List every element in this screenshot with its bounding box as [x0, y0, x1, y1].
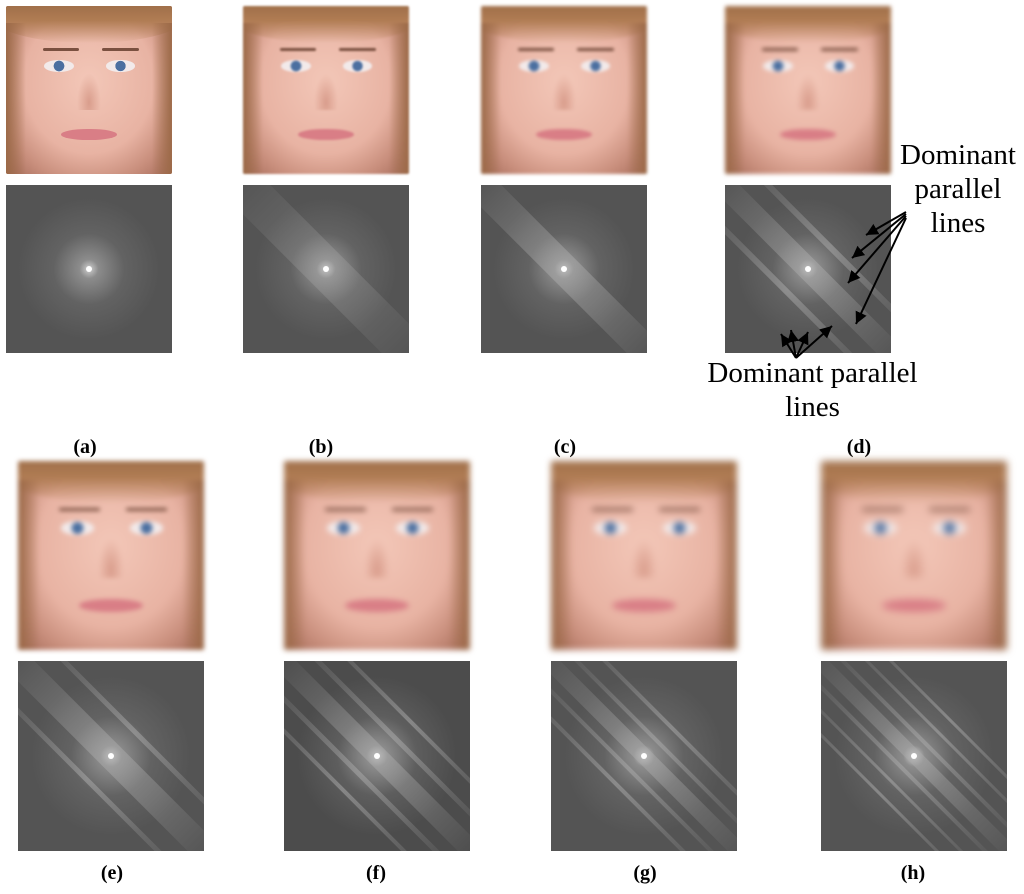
panel-label-h: (h)	[900, 862, 926, 884]
face-image-g	[551, 461, 737, 650]
annotation-right-line3: lines	[930, 207, 986, 239]
spectrum-image-a	[6, 185, 172, 353]
spectrum-image-h	[821, 661, 1007, 851]
panel-label-d: (d)	[846, 436, 872, 458]
annotation-bottom-line1: Dominant parallel	[707, 357, 918, 389]
panel-label-e: (e)	[100, 862, 124, 884]
face-image-h	[821, 461, 1007, 650]
panel-label-a: (a)	[73, 436, 97, 458]
spectrum-image-c	[481, 185, 647, 353]
spectrum-image-d	[725, 185, 891, 353]
panel-label-b: (b)	[308, 436, 334, 458]
panel-label-f: (f)	[366, 862, 386, 884]
face-image-a	[6, 6, 172, 174]
face-image-e	[18, 461, 204, 650]
panel-label-c: (c)	[553, 436, 577, 458]
annotation-bottom-line2: lines	[785, 391, 840, 423]
face-image-b	[243, 6, 409, 174]
face-image-d	[725, 6, 891, 174]
annotation-right-line1: Dominant	[900, 139, 1016, 171]
spectrum-image-f	[284, 661, 470, 851]
annotation-right: Dominant parallel lines	[892, 138, 1024, 240]
face-image-c	[481, 6, 647, 174]
annotation-right-line2: parallel	[914, 173, 1002, 205]
annotation-bottom: Dominant parallel lines	[690, 356, 935, 424]
face-image-f	[284, 461, 470, 650]
spectrum-image-g	[551, 661, 737, 851]
spectrum-image-b	[243, 185, 409, 353]
spectrum-image-e	[18, 661, 204, 851]
panel-label-g: (g)	[633, 862, 657, 884]
